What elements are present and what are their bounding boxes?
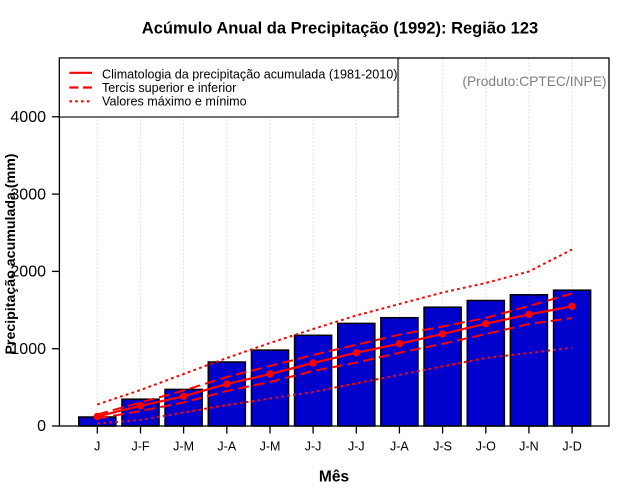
svg-text:Precipitação acumulada (mm): Precipitação acumulada (mm) <box>3 153 19 354</box>
svg-text:J-N: J-N <box>519 440 538 454</box>
svg-text:(Produto:CPTEC/INPE): (Produto:CPTEC/INPE) <box>462 74 606 89</box>
svg-text:J-J: J-J <box>348 440 365 454</box>
svg-text:J-M: J-M <box>260 440 281 454</box>
svg-text:Valores máximo e mínimo: Valores máximo e mínimo <box>102 94 247 108</box>
svg-text:3000: 3000 <box>10 186 46 203</box>
svg-text:0: 0 <box>37 418 46 435</box>
svg-text:J-J: J-J <box>305 440 322 454</box>
svg-text:1000: 1000 <box>10 341 46 358</box>
svg-text:Tercis superior e inferior: Tercis superior e inferior <box>102 81 236 95</box>
svg-text:J-S: J-S <box>433 440 452 454</box>
svg-text:J-O: J-O <box>476 440 496 454</box>
svg-text:2000: 2000 <box>10 264 46 281</box>
svg-text:Climatologia da precipitação a: Climatologia da precipitação acumulada (… <box>102 67 397 81</box>
svg-text:Mês: Mês <box>319 469 349 486</box>
svg-text:J: J <box>94 440 100 454</box>
svg-text:Acúmulo Anual da Precipitação: Acúmulo Anual da Precipitação (1992): Re… <box>142 20 538 38</box>
svg-text:J-M: J-M <box>173 440 194 454</box>
svg-text:J-D: J-D <box>562 440 581 454</box>
svg-text:J-F: J-F <box>131 440 149 454</box>
svg-text:4000: 4000 <box>10 109 46 126</box>
svg-text:J-A: J-A <box>217 440 236 454</box>
svg-text:J-A: J-A <box>390 440 409 454</box>
